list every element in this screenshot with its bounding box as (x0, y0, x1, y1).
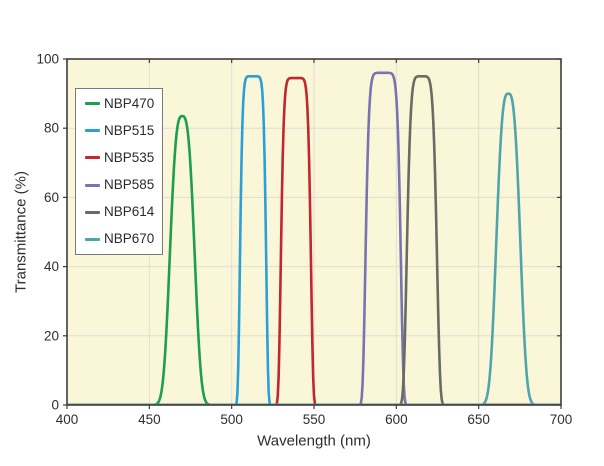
x-tick-label: 400 (56, 412, 79, 427)
y-tick-label: 0 (51, 398, 59, 413)
legend-label: NBP670 (104, 231, 155, 247)
legend-line-swatch (85, 183, 100, 187)
legend-item-NBP585: NBP585 (85, 178, 162, 192)
x-axis-label: Wavelength (nm) (257, 432, 371, 450)
y-tick-label: 60 (44, 190, 59, 205)
chart-legend: NBP470 NBP515 NBP535 NBP585 NBP614 NBP670 (75, 88, 163, 255)
x-tick-label: 550 (303, 412, 326, 427)
y-tick-label: 80 (44, 121, 59, 136)
legend-item-NBP614: NBP614 (85, 205, 162, 219)
legend-label: NBP470 (104, 96, 155, 111)
legend-label: NBP614 (104, 204, 155, 220)
y-axis-label: Transmittance (%) (12, 171, 30, 293)
legend-line-swatch (85, 210, 100, 214)
legend-line-swatch (85, 237, 100, 241)
legend-item-NBP670: NBP670 (85, 232, 162, 246)
x-tick-label: 650 (467, 412, 490, 427)
legend-item-NBP470: NBP470 (85, 97, 162, 111)
x-tick-label: 500 (220, 412, 243, 427)
legend-item-NBP535: NBP535 (85, 151, 162, 165)
x-tick-label: 450 (138, 412, 161, 427)
legend-label: NBP535 (104, 150, 155, 166)
y-tick-label: 100 (36, 52, 59, 67)
y-tick-label: 40 (44, 259, 59, 274)
legend-label: NBP515 (104, 123, 155, 139)
legend-line-swatch (85, 156, 100, 160)
series-curve-NBP535 (67, 76, 561, 405)
legend-item-NBP515: NBP515 (85, 124, 162, 138)
x-tick-label: 600 (385, 412, 408, 427)
legend-label: NBP585 (104, 177, 155, 193)
x-tick-label: 700 (550, 412, 573, 427)
legend-line-swatch (85, 129, 100, 133)
plot-border (66, 58, 562, 406)
legend-line-swatch (85, 102, 100, 106)
y-tick-label: 20 (44, 328, 59, 343)
